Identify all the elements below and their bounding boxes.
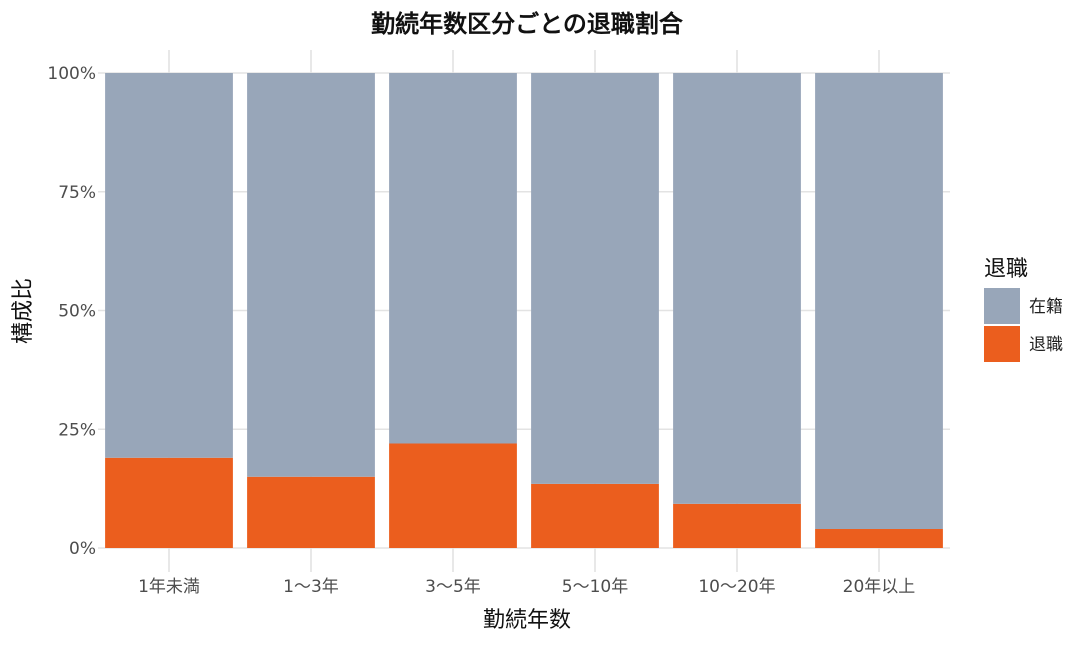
bar-segment-employed-1: [105, 73, 233, 458]
y-tick-label: 50%: [58, 302, 96, 322]
bars: [105, 73, 943, 548]
legend-label: 在籍: [1029, 297, 1063, 317]
y-tick-label: 100%: [47, 64, 96, 84]
y-tick-label: 0%: [69, 539, 96, 559]
bar-segment-employed-6: [815, 73, 943, 529]
x-tick-label: 10〜20年: [698, 577, 775, 597]
x-axis-ticks: 1年未満 1〜3年 3〜5年 5〜10年 10〜20年 20年以上: [138, 577, 915, 597]
x-tick-label: 1〜3年: [283, 577, 339, 597]
bar-segment-employed-5: [673, 73, 801, 504]
y-axis-title: 構成比: [11, 278, 36, 344]
bar-segment-employed-2: [247, 73, 375, 477]
legend-swatch: [984, 326, 1020, 362]
bar-segment-employed-4: [531, 73, 659, 484]
chart-title: 勤続年数区分ごとの退職割合: [371, 10, 684, 38]
y-tick-label: 75%: [58, 183, 96, 203]
bar-segment-employed-3: [389, 73, 517, 444]
bar-segment-retired-4: [531, 483, 659, 548]
x-tick-label: 20年以上: [843, 577, 916, 597]
x-axis-title: 勤続年数: [483, 608, 571, 633]
legend-swatch: [984, 288, 1020, 324]
legend-title: 退職: [984, 257, 1028, 282]
y-axis-ticks: 0% 25% 50% 75% 100%: [47, 64, 96, 559]
y-tick-label: 25%: [58, 420, 96, 440]
x-tick-label: 1年未満: [138, 577, 200, 597]
x-tick-label: 5〜10年: [562, 577, 628, 597]
bar-segment-retired-1: [105, 457, 233, 548]
bar-segment-retired-5: [673, 503, 801, 548]
x-tick-label: 3〜5年: [425, 577, 481, 597]
bar-segment-retired-3: [389, 443, 517, 548]
legend-label: 退職: [1029, 335, 1063, 355]
bar-segment-retired-6: [815, 529, 943, 548]
bar-segment-retired-2: [247, 476, 375, 548]
